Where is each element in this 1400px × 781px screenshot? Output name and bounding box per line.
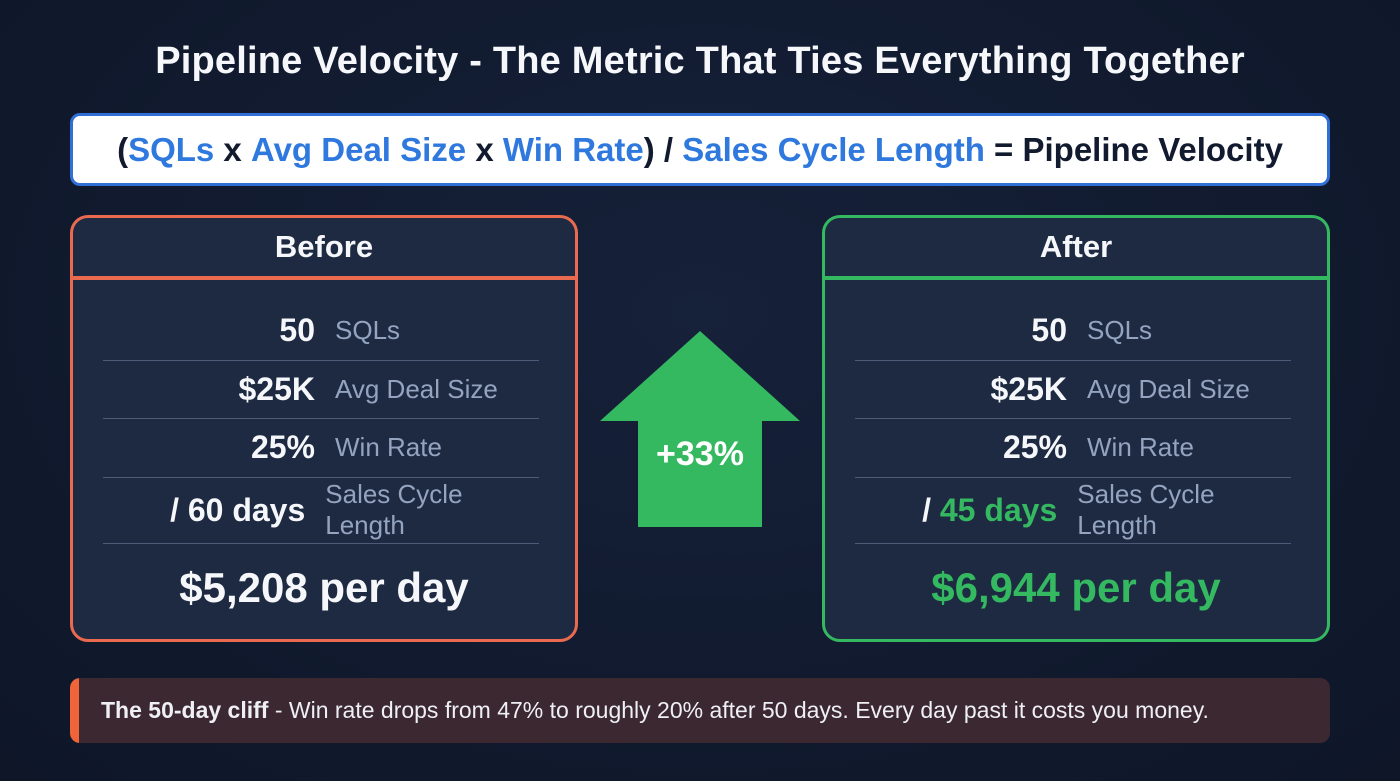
cycle-days: 45 days	[939, 491, 1058, 528]
formula-divide: ) /	[643, 130, 683, 168]
metric-value: $25K	[238, 370, 316, 407]
metric-label: Avg Deal Size	[1087, 373, 1250, 404]
after-metrics: 50 SQLs $25K Avg Deal Size 25% Win Rate …	[825, 280, 1327, 544]
increase-arrow: +33%	[600, 331, 800, 527]
metric-row-avg-deal-size: $25K Avg Deal Size	[855, 361, 1291, 419]
formula-open-paren: (	[117, 130, 129, 168]
after-card: After 50 SQLs $25K Avg Deal Size 25% Win…	[822, 215, 1330, 642]
metric-label: Sales Cycle Length	[325, 479, 463, 540]
metric-value: 25%	[250, 429, 315, 466]
after-heading: After	[825, 218, 1327, 280]
metric-label: SQLs	[1087, 315, 1153, 346]
callout-title: The 50-day cliff	[101, 697, 269, 723]
metric-label: Win Rate	[335, 432, 442, 463]
metric-row-sqls: 50 SQLs	[103, 302, 539, 361]
metric-row-sales-cycle: / 60 days Sales Cycle Length	[103, 478, 539, 544]
before-card: Before 50 SQLs $25K Avg Deal Size 25% Wi…	[70, 215, 578, 642]
formula-term-sqls: SQLs	[128, 130, 215, 168]
metric-value: / 60 days	[103, 492, 325, 529]
callout-banner: The 50-day cliff - Win rate drops from 4…	[70, 678, 1330, 743]
metric-label: Sales Cycle Length	[1077, 479, 1215, 540]
metric-value: 25%	[1002, 429, 1067, 466]
metric-row-win-rate: 25% Win Rate	[103, 419, 539, 478]
callout-accent-bar	[70, 678, 79, 743]
formula-result: = Pipeline Velocity	[984, 130, 1283, 168]
metric-value: $25K	[990, 370, 1068, 407]
metric-row-sqls: 50 SQLs	[855, 302, 1291, 361]
divide-prefix: /	[170, 491, 188, 528]
before-result: $5,208 per day	[179, 563, 469, 611]
metric-row-sales-cycle: / 45 days Sales Cycle Length	[855, 478, 1291, 544]
metric-label: SQLs	[335, 315, 401, 346]
metric-value: / 45 days	[855, 492, 1077, 529]
before-metrics: 50 SQLs $25K Avg Deal Size 25% Win Rate …	[73, 280, 575, 544]
divide-prefix: /	[922, 491, 940, 528]
cycle-days: 60 days	[187, 491, 306, 528]
increase-percent: +33%	[656, 435, 744, 473]
page-title: Pipeline Velocity - The Metric That Ties…	[155, 40, 1245, 82]
formula-box: (SQLs x Avg Deal Size x Win Rate) / Sale…	[70, 113, 1330, 186]
metric-row-avg-deal-size: $25K Avg Deal Size	[103, 361, 539, 419]
metric-row-win-rate: 25% Win Rate	[855, 419, 1291, 478]
formula-times: x	[466, 130, 503, 168]
arrow-up-icon	[600, 331, 800, 527]
metric-value: 50	[1031, 312, 1067, 349]
formula-term-sales-cycle: Sales Cycle Length	[682, 130, 985, 168]
callout-text: - Win rate drops from 47% to roughly 20%…	[268, 697, 1209, 723]
metric-label: Win Rate	[1087, 432, 1194, 463]
metric-value: 50	[279, 312, 315, 349]
formula-times: x	[214, 130, 251, 168]
formula-term-win-rate: Win Rate	[502, 130, 644, 168]
formula-term-avg-deal-size: Avg Deal Size	[250, 130, 467, 168]
metric-label: Avg Deal Size	[335, 373, 498, 404]
before-heading: Before	[73, 218, 575, 280]
after-result: $6,944 per day	[931, 563, 1221, 611]
